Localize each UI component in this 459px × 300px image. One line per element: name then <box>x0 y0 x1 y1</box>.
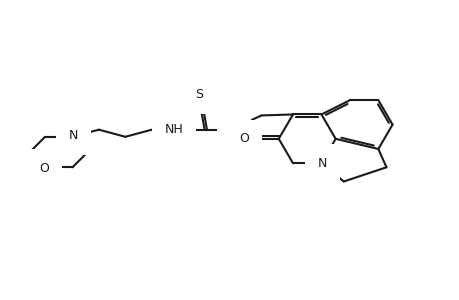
Text: S: S <box>195 88 202 101</box>
Text: N: N <box>229 122 238 135</box>
Text: N: N <box>69 129 78 142</box>
Text: O: O <box>239 132 249 145</box>
Text: O: O <box>39 162 49 175</box>
Text: N: N <box>317 157 326 170</box>
Text: NH: NH <box>164 123 183 136</box>
